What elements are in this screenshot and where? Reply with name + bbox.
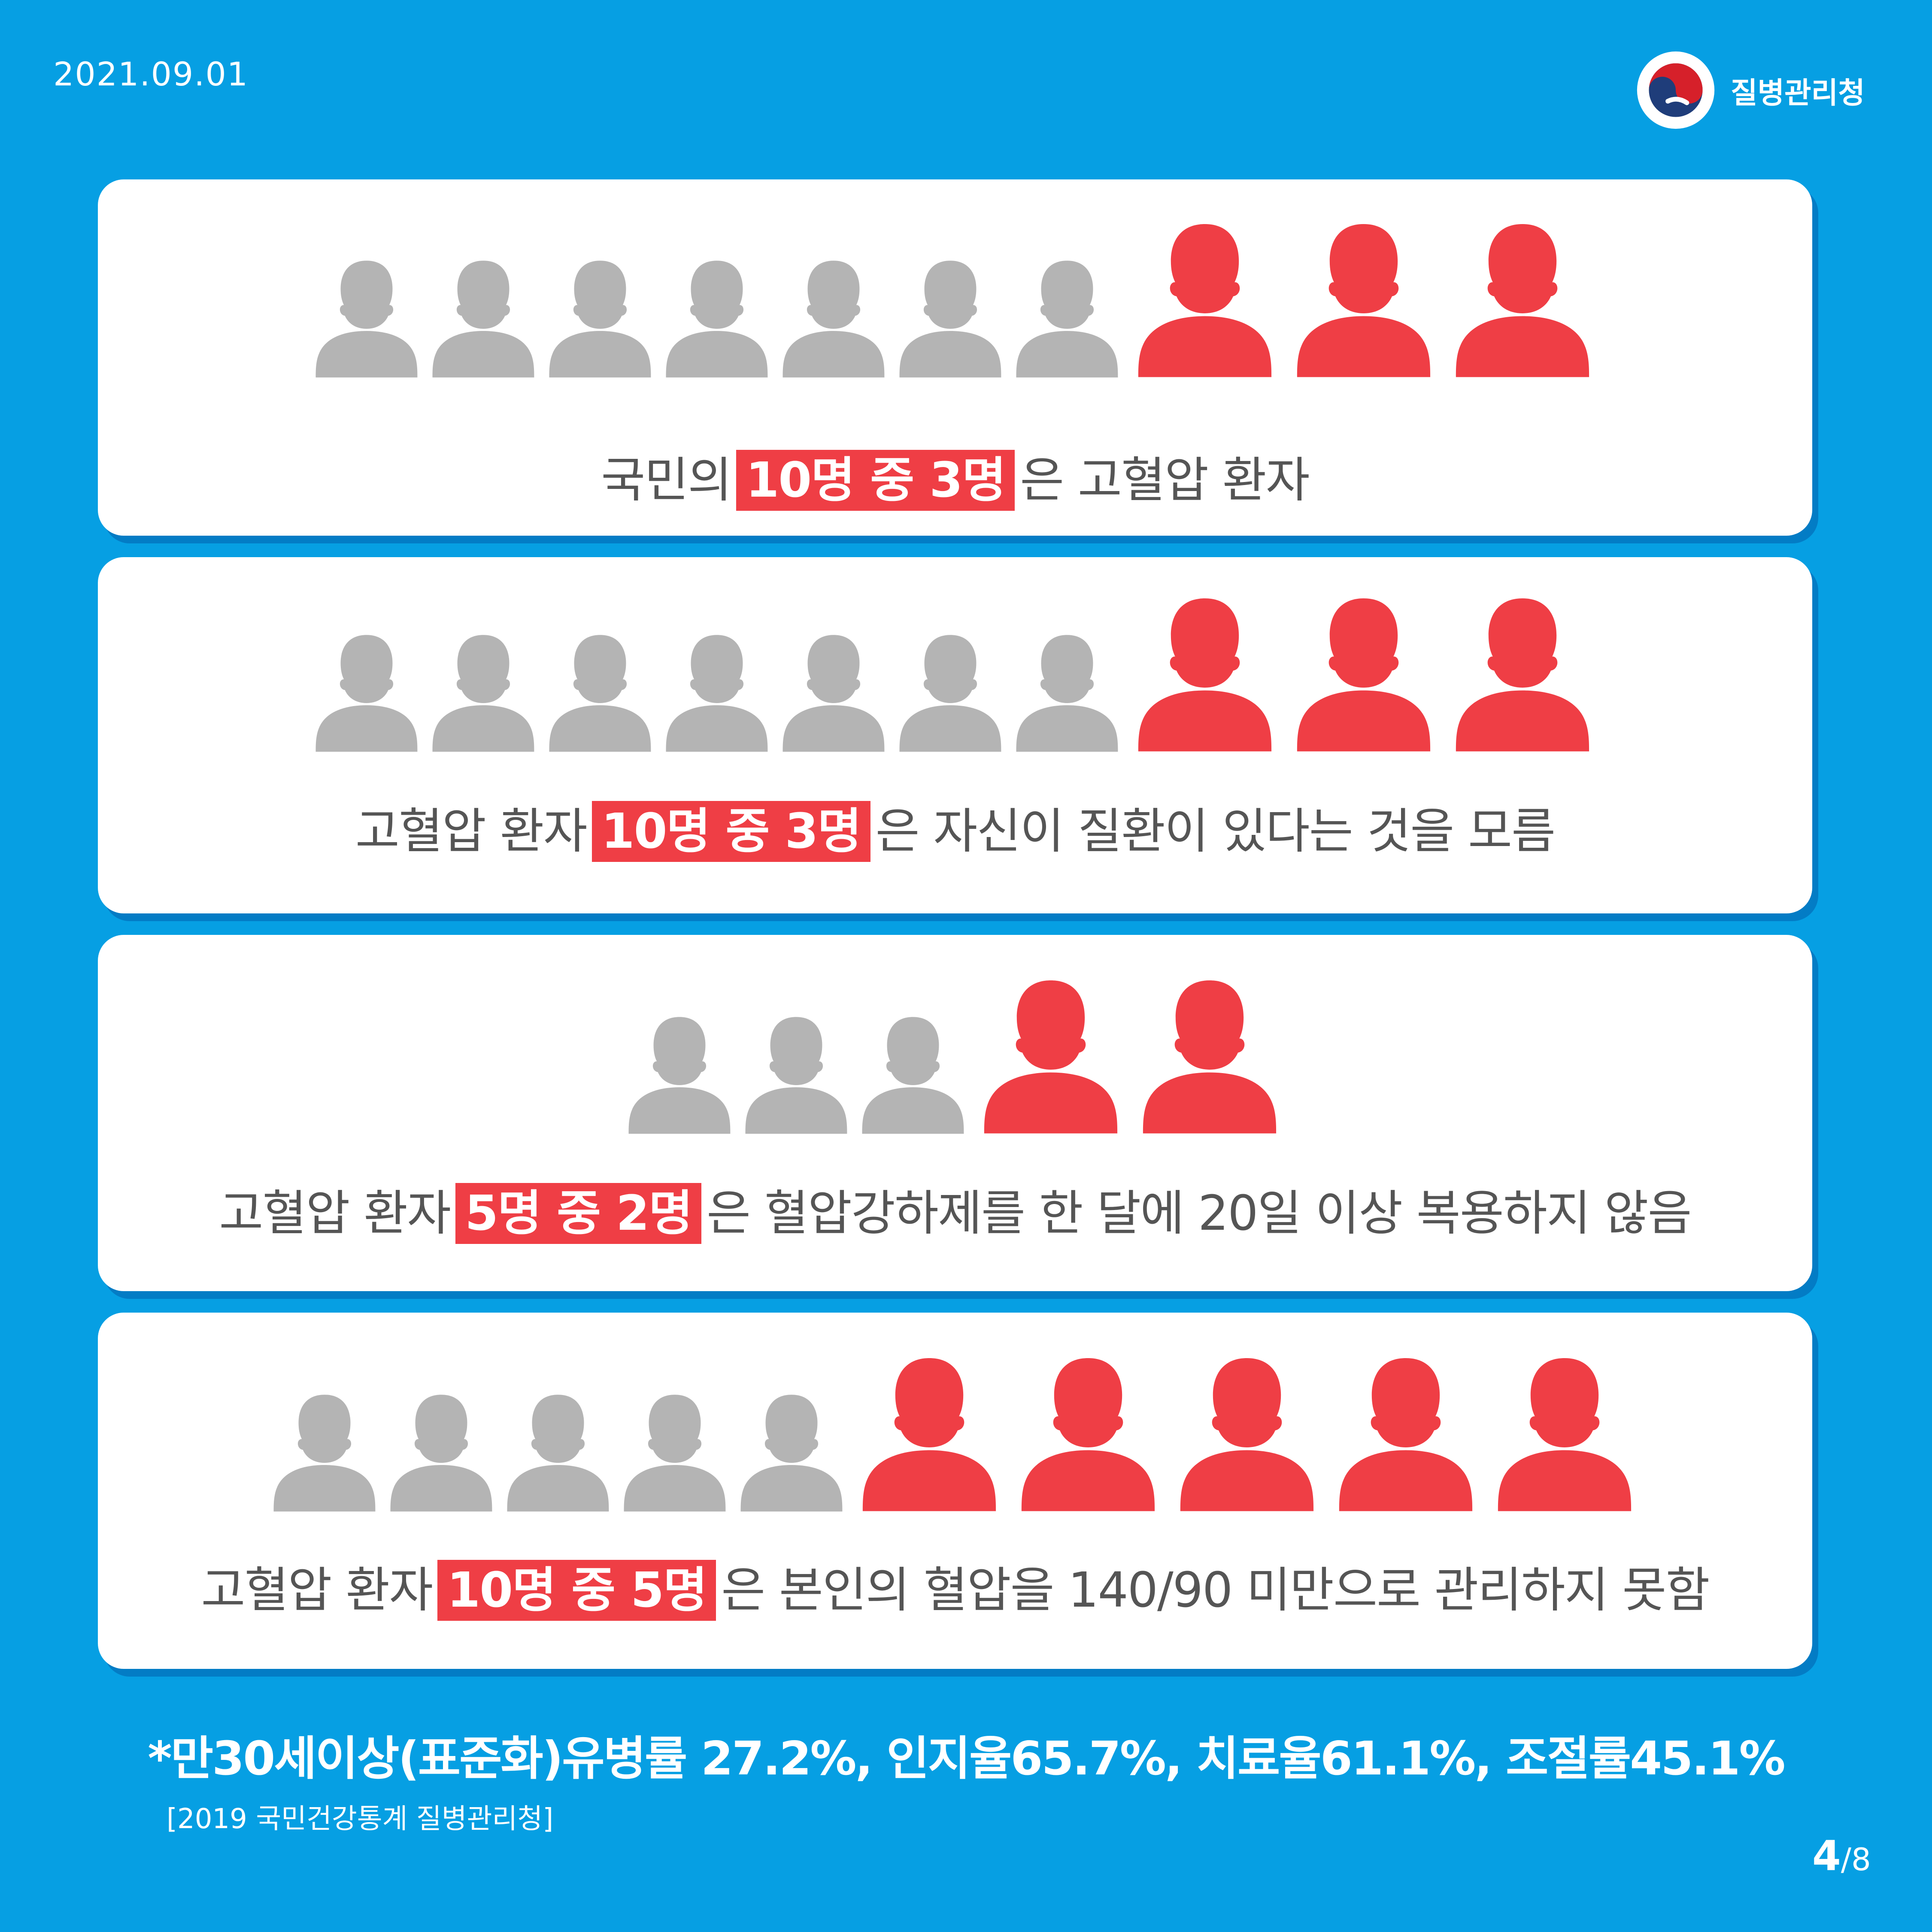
person-icon-highlighted xyxy=(1498,1358,1632,1511)
caption-3-prefix: 고혈압 환자 xyxy=(219,1186,451,1241)
page-indicator: 4/8 xyxy=(1812,1832,1871,1880)
stat-card-4: 고혈압 환자 10명 중 5명 은 본인의 혈압을 140/90 미만으로 관리하지… xyxy=(98,1313,1812,1669)
person-icon-highlighted xyxy=(1180,1358,1314,1511)
person-icon xyxy=(1016,635,1118,752)
caption-3-highlight: 5명 중 2명 xyxy=(455,1183,702,1244)
person-icon-highlighted xyxy=(1021,1358,1155,1511)
person-icon-highlighted xyxy=(1339,1358,1473,1511)
person-icon xyxy=(628,1017,731,1134)
caption-3-suffix: 은 혈압강하제를 한 달에 20일 이상 복용하지 않음 xyxy=(707,1186,1692,1241)
date-label: 2021.09.01 xyxy=(53,55,249,93)
caption-1-suffix: 은 고혈압 환자 xyxy=(1020,452,1310,508)
person-icon xyxy=(549,635,651,752)
person-icon-highlighted xyxy=(1143,980,1277,1134)
caption-3: 고혈압 환자 5명 중 2명 은 혈압강하제를 한 달에 20일 이상 복용하지 않… xyxy=(98,1174,1812,1244)
person-icon xyxy=(783,635,885,752)
person-row-2 xyxy=(98,590,1812,753)
stat-card-2: 고혈압 환자 10명 중 3명 은 자신이 질환이 있다는 것을 모름 xyxy=(98,557,1812,913)
person-icon xyxy=(745,1017,847,1134)
person-icon xyxy=(549,261,651,378)
org-name: 질병관리청 xyxy=(1731,76,1865,110)
person-icon-highlighted xyxy=(1297,598,1431,752)
taegeuk-emblem-icon xyxy=(1637,51,1715,129)
page-current: 4 xyxy=(1812,1832,1841,1880)
caption-4-suffix: 은 본인의 혈압을 140/90 미만으로 관리하지 못함 xyxy=(721,1562,1710,1618)
person-icon xyxy=(666,635,768,752)
person-icon xyxy=(432,261,534,378)
person-icon xyxy=(899,261,1001,378)
caption-2: 고혈압 환자 10명 중 3명 은 자신이 질환이 있다는 것을 모름 xyxy=(98,792,1812,862)
person-icon xyxy=(1016,261,1118,378)
person-icon xyxy=(740,1395,843,1512)
person-icon xyxy=(507,1395,609,1512)
person-icon xyxy=(899,635,1001,752)
person-icon-highlighted xyxy=(862,1358,996,1511)
caption-4-highlight: 10명 중 5명 xyxy=(437,1560,716,1621)
person-icon xyxy=(666,261,768,378)
person-row-4 xyxy=(98,1350,1812,1513)
person-icon-highlighted xyxy=(1456,598,1589,752)
caption-2-suffix: 은 자신이 질환이 있다는 것을 모름 xyxy=(875,804,1556,859)
person-row-1 xyxy=(98,215,1812,379)
caption-1-highlight: 10명 중 3명 xyxy=(736,450,1015,511)
page-total: /8 xyxy=(1841,1841,1871,1877)
person-icon xyxy=(432,635,534,752)
person-icon xyxy=(624,1395,726,1512)
person-icon-highlighted xyxy=(1456,224,1589,377)
org-logo: 질병관리청 xyxy=(1636,51,1865,130)
person-icon xyxy=(862,1017,964,1134)
prevalence-stats: *만30세이상(표준화)유병률 27.2%, 인지율65.7%, 치료율61.1… xyxy=(148,1732,1786,1786)
person-icon xyxy=(315,261,418,378)
person-icon-highlighted xyxy=(1138,598,1272,752)
caption-4-prefix: 고혈압 환자 xyxy=(201,1562,433,1618)
person-icon-highlighted xyxy=(984,980,1118,1134)
caption-2-highlight: 10명 중 3명 xyxy=(591,801,870,862)
source-note: [2019 국민건강통계 질병관리청] xyxy=(167,1803,554,1835)
person-icon-highlighted xyxy=(1297,224,1431,377)
person-icon xyxy=(390,1395,492,1512)
caption-1: 국민의 10명 중 3명 은 고혈압 환자 xyxy=(98,441,1812,511)
person-icon-highlighted xyxy=(1138,224,1272,377)
caption-1-prefix: 국민의 xyxy=(601,452,732,508)
person-icon xyxy=(315,635,418,752)
caption-4: 고혈압 환자 10명 중 5명 은 본인의 혈압을 140/90 미만으로 관리하지… xyxy=(98,1551,1812,1621)
caption-2-prefix: 고혈압 환자 xyxy=(355,804,588,859)
person-row-3 xyxy=(98,972,1812,1135)
person-icon xyxy=(273,1395,376,1512)
person-icon xyxy=(783,261,885,378)
stat-card-1: 국민의 10명 중 3명 은 고혈압 환자 xyxy=(98,179,1812,536)
stat-card-3: 고혈압 환자 5명 중 2명 은 혈압강하제를 한 달에 20일 이상 복용하지 않… xyxy=(98,935,1812,1291)
